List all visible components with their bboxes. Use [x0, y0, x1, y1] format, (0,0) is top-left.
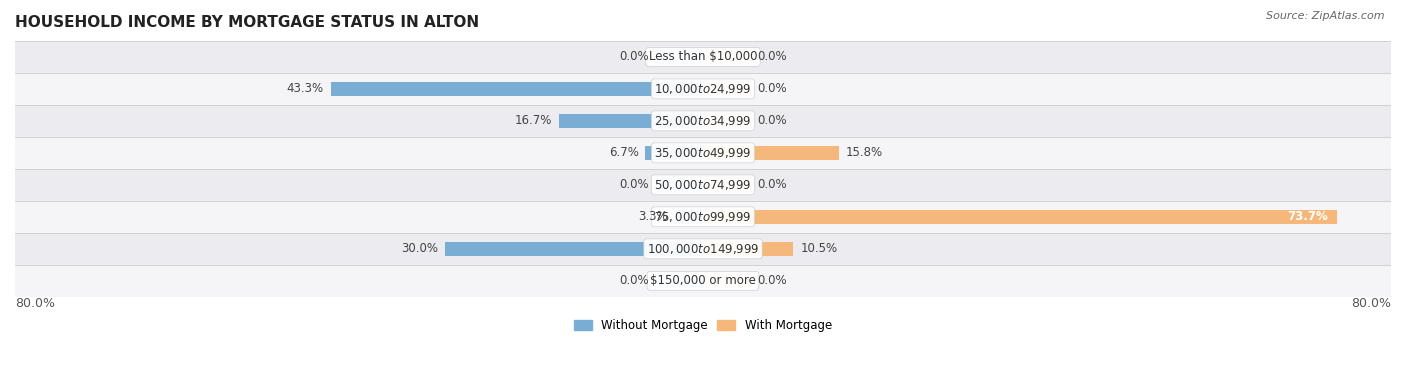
Bar [703, 274, 751, 288]
Text: Less than $10,000: Less than $10,000 [648, 51, 758, 63]
Bar [655, 50, 703, 64]
Bar [645, 146, 703, 160]
Text: 0.0%: 0.0% [758, 178, 787, 192]
Text: 43.3%: 43.3% [287, 82, 323, 95]
Text: 0.0%: 0.0% [758, 82, 787, 95]
Bar [703, 210, 1337, 224]
Bar [675, 210, 703, 224]
Bar [15, 73, 1391, 105]
Text: $10,000 to $24,999: $10,000 to $24,999 [654, 82, 752, 96]
Text: 80.0%: 80.0% [15, 297, 55, 310]
Bar [15, 169, 1391, 201]
Text: 73.7%: 73.7% [1288, 210, 1329, 223]
Text: 10.5%: 10.5% [800, 242, 838, 255]
Text: $150,000 or more: $150,000 or more [650, 274, 756, 287]
Bar [15, 137, 1391, 169]
Bar [703, 50, 751, 64]
Text: 0.0%: 0.0% [758, 114, 787, 127]
Bar [15, 201, 1391, 233]
Text: $50,000 to $74,999: $50,000 to $74,999 [654, 178, 752, 192]
Bar [15, 105, 1391, 137]
Bar [703, 178, 751, 192]
Text: 30.0%: 30.0% [401, 242, 439, 255]
Text: 0.0%: 0.0% [619, 178, 648, 192]
Text: 0.0%: 0.0% [619, 274, 648, 287]
Text: $25,000 to $34,999: $25,000 to $34,999 [654, 114, 752, 128]
Bar [703, 82, 751, 96]
Text: 16.7%: 16.7% [515, 114, 553, 127]
Bar [703, 242, 793, 256]
Text: 15.8%: 15.8% [846, 146, 883, 159]
Text: 80.0%: 80.0% [1351, 297, 1391, 310]
Bar [15, 233, 1391, 265]
Bar [655, 274, 703, 288]
Bar [560, 113, 703, 128]
Text: 3.3%: 3.3% [638, 210, 668, 223]
Legend: Without Mortgage, With Mortgage: Without Mortgage, With Mortgage [569, 314, 837, 337]
Bar [15, 41, 1391, 73]
Text: 6.7%: 6.7% [609, 146, 638, 159]
Bar [15, 265, 1391, 297]
Text: HOUSEHOLD INCOME BY MORTGAGE STATUS IN ALTON: HOUSEHOLD INCOME BY MORTGAGE STATUS IN A… [15, 15, 479, 30]
Text: $100,000 to $149,999: $100,000 to $149,999 [647, 242, 759, 256]
Text: $35,000 to $49,999: $35,000 to $49,999 [654, 146, 752, 160]
Text: 0.0%: 0.0% [758, 274, 787, 287]
Text: Source: ZipAtlas.com: Source: ZipAtlas.com [1267, 11, 1385, 21]
Bar [703, 146, 839, 160]
Text: $75,000 to $99,999: $75,000 to $99,999 [654, 210, 752, 224]
Bar [446, 242, 703, 256]
Bar [703, 113, 751, 128]
Text: 0.0%: 0.0% [619, 51, 648, 63]
Text: 0.0%: 0.0% [758, 51, 787, 63]
Bar [330, 82, 703, 96]
Bar [655, 178, 703, 192]
